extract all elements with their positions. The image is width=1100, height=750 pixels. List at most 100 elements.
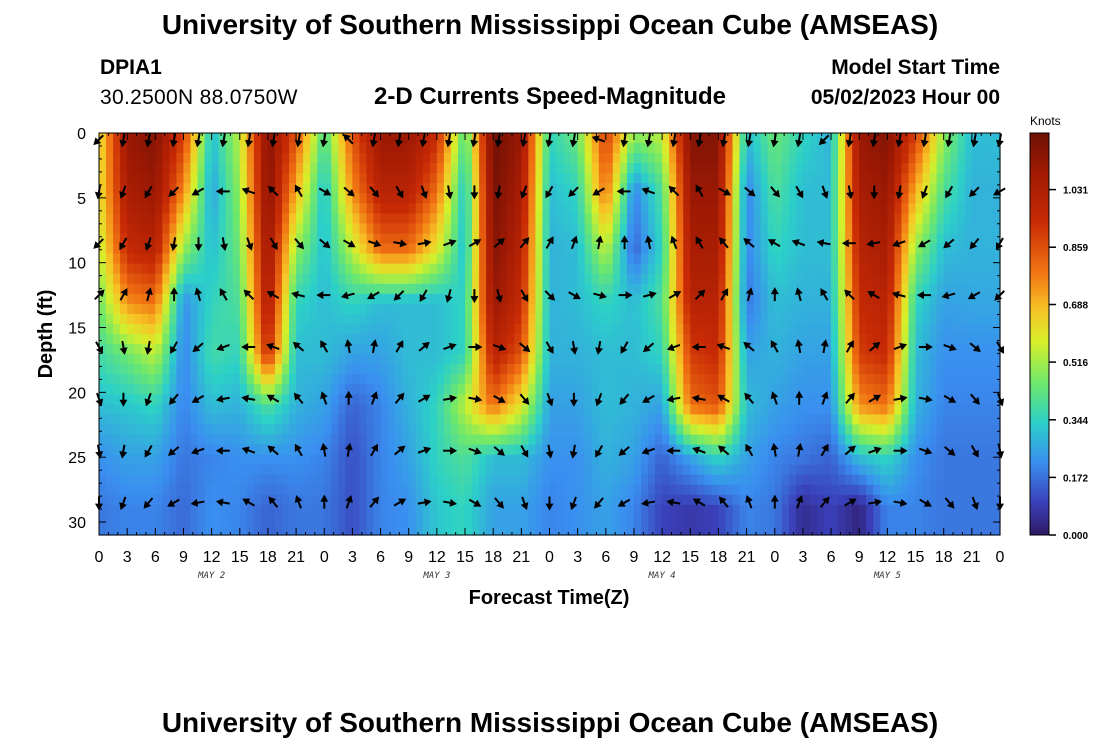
- heat-cell: [507, 183, 515, 194]
- heat-cell: [190, 253, 199, 265]
- heat-cell: [577, 464, 586, 476]
- heat-cell: [507, 293, 515, 305]
- heat-cell: [324, 323, 332, 335]
- heat-cell: [190, 474, 199, 486]
- heat-cell: [303, 524, 311, 536]
- heat-cell: [113, 173, 121, 184]
- heat-cell: [183, 223, 192, 235]
- heat-cell: [500, 504, 508, 516]
- heat-cell: [922, 173, 931, 184]
- heat-cell: [479, 153, 487, 164]
- heat-cell: [838, 514, 846, 526]
- heat-cell: [831, 434, 839, 446]
- heat-cell: [535, 233, 544, 245]
- heat-cell: [155, 323, 163, 335]
- heat-cell: [971, 323, 980, 335]
- heat-cell: [366, 384, 375, 395]
- heat-cell: [950, 434, 959, 446]
- heat-cell: [725, 233, 734, 245]
- heat-cell: [303, 293, 311, 305]
- heat-cell: [605, 384, 614, 395]
- heat-cell: [120, 273, 128, 285]
- heat-cell: [521, 524, 529, 536]
- heat-cell: [669, 253, 677, 265]
- heat-cell: [387, 203, 396, 214]
- heat-cell: [943, 434, 952, 446]
- heat-cell: [253, 283, 262, 295]
- heat-cell: [612, 514, 621, 526]
- heat-cell: [127, 313, 135, 325]
- heat-cell: [683, 183, 691, 194]
- heat-cell: [774, 344, 783, 355]
- heat-cell: [535, 193, 544, 204]
- heat-cell: [760, 263, 769, 275]
- heat-cell: [479, 243, 487, 255]
- heat-cell: [626, 193, 635, 204]
- heat-cell: [366, 243, 375, 255]
- heat-cell: [704, 384, 712, 395]
- heat-cell: [746, 524, 755, 536]
- heat-cell: [218, 354, 227, 365]
- heat-cell: [211, 293, 220, 305]
- heat-cell: [141, 354, 149, 365]
- heat-cell: [507, 143, 515, 154]
- heat-cell: [894, 293, 903, 305]
- heat-cell: [718, 504, 727, 516]
- heat-cell: [880, 293, 888, 305]
- heat-cell: [380, 183, 389, 194]
- heat-cell: [134, 394, 142, 405]
- heat-cell: [831, 273, 839, 285]
- heat-cell: [711, 223, 720, 235]
- heat-cell: [908, 464, 917, 476]
- heat-cell: [366, 223, 375, 235]
- heat-cell: [169, 444, 178, 456]
- heat-cell: [936, 514, 945, 526]
- heat-cell: [880, 283, 888, 295]
- heat-cell: [415, 263, 424, 275]
- heat-cell: [450, 424, 459, 436]
- heat-cell: [246, 374, 255, 385]
- heat-cell: [155, 504, 163, 516]
- heat-cell: [120, 434, 128, 446]
- heat-cell: [106, 524, 114, 536]
- heat-cell: [718, 173, 727, 184]
- heat-cell: [457, 524, 466, 536]
- heat-cell: [324, 494, 332, 506]
- heat-cell: [535, 454, 544, 466]
- heat-cell: [380, 293, 389, 305]
- heat-cell: [887, 253, 896, 265]
- heat-cell: [852, 494, 860, 506]
- heat-cell: [436, 253, 445, 265]
- heat-cell: [387, 354, 396, 365]
- heat-cell: [880, 424, 888, 436]
- heat-cell: [493, 273, 501, 285]
- heat-cell: [345, 303, 354, 315]
- heat-cell: [218, 203, 227, 214]
- heat-cell: [324, 303, 332, 315]
- heat-cell: [387, 454, 396, 466]
- heat-cell: [289, 293, 297, 305]
- heat-cell: [246, 153, 255, 164]
- heat-cell: [619, 293, 628, 305]
- heat-cell: [267, 424, 276, 436]
- heat-cell: [493, 394, 501, 405]
- heat-cell: [303, 374, 311, 385]
- heat-cell: [373, 374, 382, 385]
- heat-cell: [648, 484, 656, 496]
- heat-cell: [169, 203, 178, 214]
- heat-cell: [964, 524, 973, 536]
- heat-cell: [514, 313, 522, 325]
- heat-cell: [373, 364, 382, 375]
- heat-cell: [317, 133, 325, 144]
- heat-cell: [908, 514, 917, 526]
- heat-cell: [422, 424, 431, 436]
- heat-cell: [866, 283, 874, 295]
- heat-cell: [704, 334, 712, 345]
- heat-cell: [556, 183, 565, 194]
- heat-cell: [556, 474, 565, 486]
- heat-cell: [781, 203, 790, 214]
- heat-cell: [528, 253, 537, 265]
- heat-cell: [422, 384, 431, 395]
- heat-cell: [296, 434, 304, 446]
- heat-cell: [816, 273, 825, 285]
